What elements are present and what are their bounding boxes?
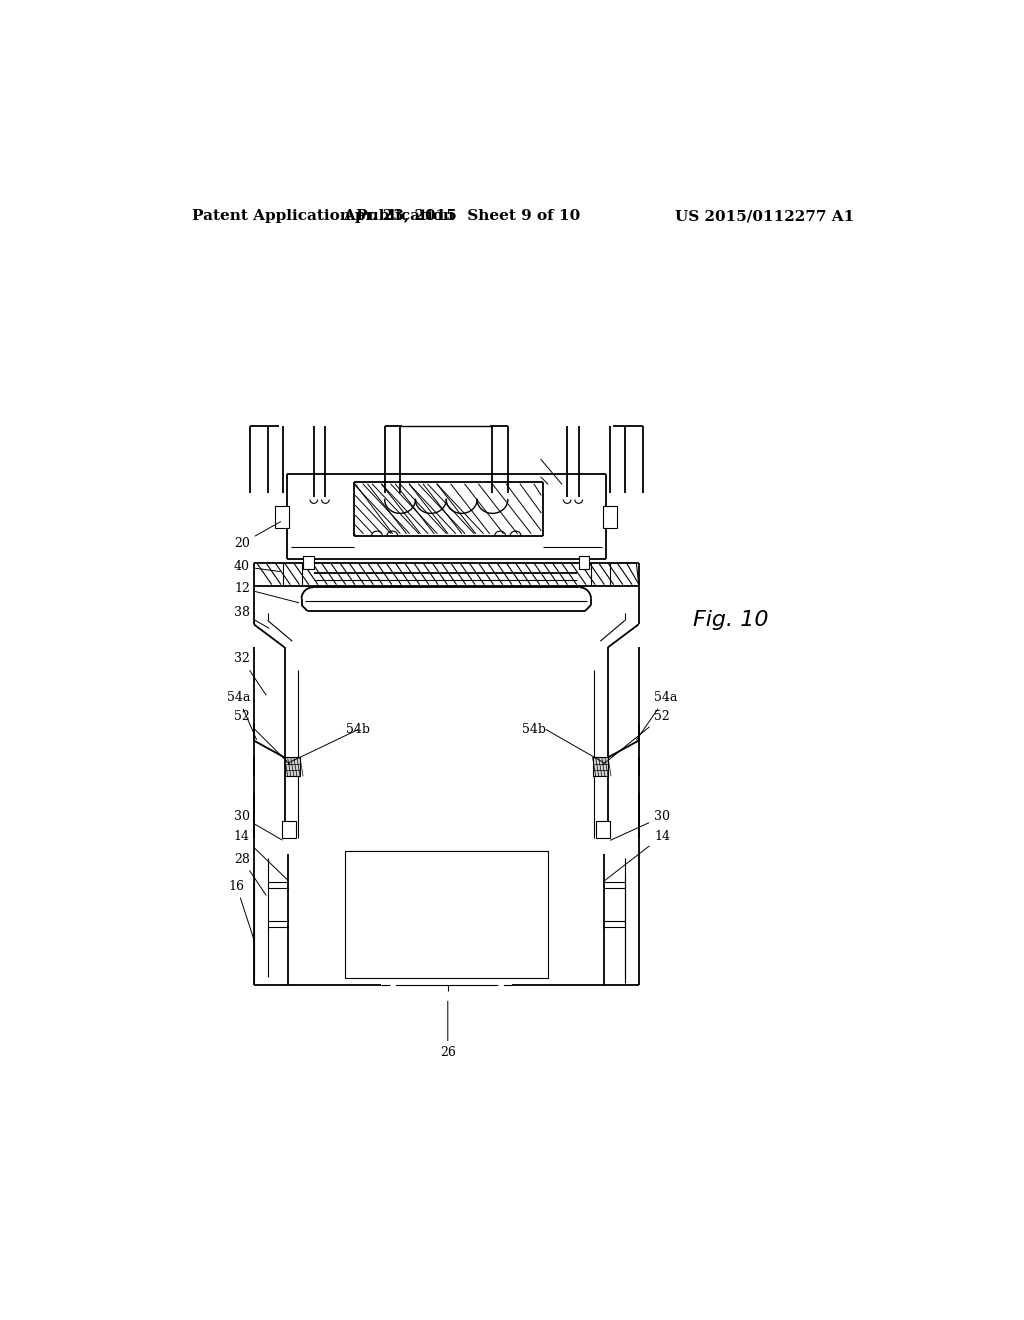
Text: 54b: 54b: [522, 723, 547, 737]
Text: 28: 28: [234, 853, 266, 895]
Text: 38: 38: [233, 606, 269, 628]
Text: 30: 30: [610, 810, 670, 841]
Bar: [275, 507, 289, 528]
Text: 32: 32: [234, 652, 266, 696]
Bar: [283, 821, 296, 838]
Text: 20: 20: [234, 521, 281, 550]
Bar: [596, 821, 610, 838]
Text: 14: 14: [233, 829, 288, 880]
Bar: [285, 758, 300, 776]
Text: 52: 52: [234, 710, 290, 764]
Text: 40: 40: [233, 560, 281, 573]
Text: Fig. 10: Fig. 10: [692, 610, 768, 631]
Bar: [303, 557, 313, 569]
Text: 26: 26: [440, 1002, 456, 1059]
Text: 54a: 54a: [637, 690, 678, 739]
Bar: [355, 483, 541, 535]
Text: 54b: 54b: [346, 723, 370, 737]
Text: Apr. 23, 2015  Sheet 9 of 10: Apr. 23, 2015 Sheet 9 of 10: [343, 209, 581, 223]
Text: Patent Application Publication: Patent Application Publication: [193, 209, 455, 223]
Text: 12: 12: [234, 582, 299, 603]
Text: US 2015/0112277 A1: US 2015/0112277 A1: [675, 209, 854, 223]
Bar: [593, 758, 608, 776]
Text: 14: 14: [605, 829, 670, 880]
Bar: [345, 851, 548, 978]
Text: 54a: 54a: [226, 690, 256, 739]
Bar: [579, 557, 590, 569]
Text: 52: 52: [602, 710, 670, 766]
Text: 16: 16: [228, 879, 254, 941]
Text: 30: 30: [233, 810, 283, 840]
Bar: [603, 507, 617, 528]
